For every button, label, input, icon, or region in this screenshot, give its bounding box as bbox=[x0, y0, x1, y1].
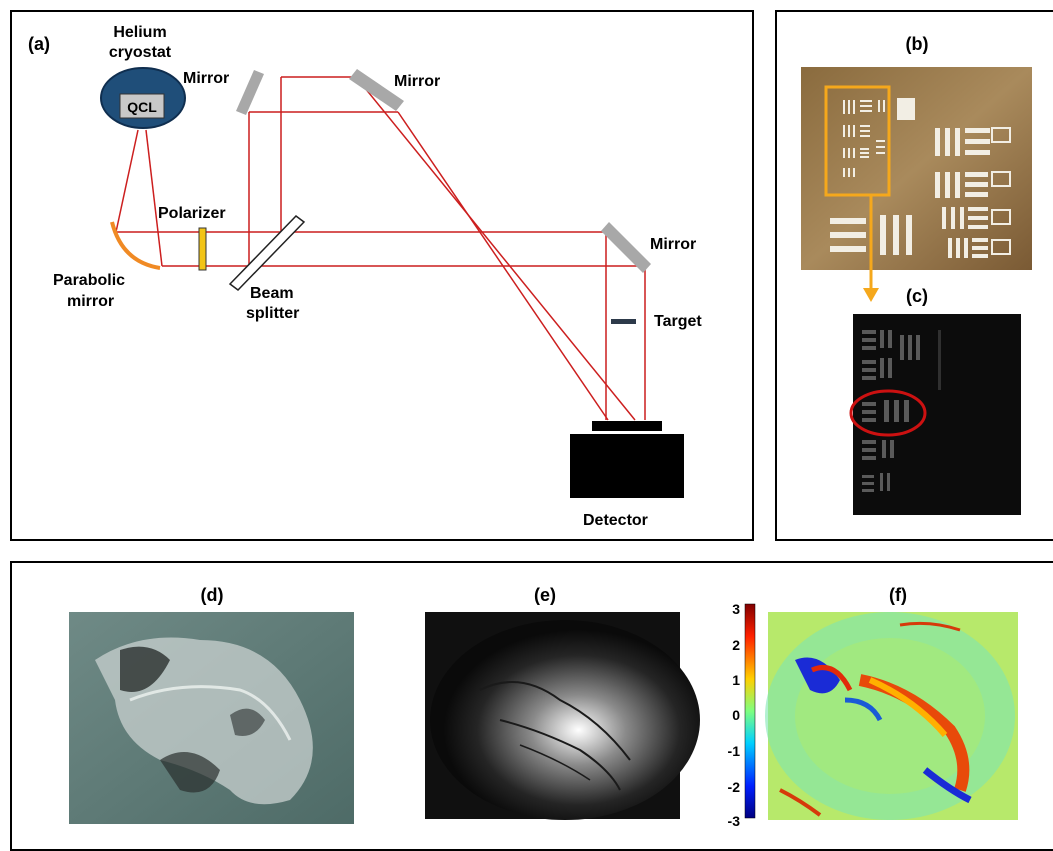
mirror-1-label: Mirror bbox=[183, 70, 229, 87]
colorbar-ticks: 3 2 1 0 -1 -2 -3 bbox=[728, 601, 741, 829]
mirror-3-label: Mirror bbox=[650, 236, 696, 253]
panel-b-label: (b) bbox=[906, 34, 929, 54]
panel-a-label: (a) bbox=[28, 34, 50, 54]
detector bbox=[570, 434, 684, 498]
beam-paths bbox=[115, 76, 646, 421]
sample-photo-d bbox=[69, 612, 354, 824]
mirror-1 bbox=[236, 70, 264, 115]
qcl-box bbox=[119, 93, 165, 119]
detector-window bbox=[592, 421, 662, 431]
panel-c-label: (c) bbox=[906, 286, 928, 306]
panel-d-label: (d) bbox=[201, 585, 224, 605]
qcl-label: QCL bbox=[127, 99, 157, 115]
mirror-2 bbox=[349, 69, 404, 111]
beam-splitter-label-line2: splitter bbox=[246, 305, 299, 322]
detector-label: Detector bbox=[583, 512, 648, 529]
colorbar-tick-3: 3 bbox=[732, 601, 740, 617]
target-label: Target bbox=[654, 313, 702, 330]
parabolic-label-line2: mirror bbox=[67, 293, 114, 310]
parabolic-label-line1: Parabolic bbox=[53, 272, 125, 289]
colorbar-tick-2: 2 bbox=[732, 637, 740, 653]
cryostat-label-line2: cryostat bbox=[109, 44, 172, 61]
colorbar-tick-neg1: -1 bbox=[728, 743, 741, 759]
zoom-arrow-head bbox=[863, 288, 879, 302]
panel-e-label: (e) bbox=[534, 585, 556, 605]
mirror-2-label: Mirror bbox=[394, 73, 440, 90]
phase-map-f bbox=[765, 612, 1018, 820]
mirror-3 bbox=[601, 222, 651, 273]
resolution-target-photo bbox=[801, 67, 1032, 270]
parabolic-mirror bbox=[110, 221, 161, 270]
colorbar-tick-neg3: -3 bbox=[728, 813, 741, 829]
beam-splitter bbox=[228, 215, 306, 291]
colorbar bbox=[744, 603, 756, 819]
thz-image-c bbox=[849, 314, 1021, 515]
beam-splitter-label-line1: Beam bbox=[250, 285, 294, 302]
polarizer-label: Polarizer bbox=[158, 205, 226, 222]
target bbox=[611, 319, 636, 324]
cryostat-label-line1: Helium bbox=[113, 24, 166, 41]
polarizer bbox=[198, 227, 207, 271]
thz-image-e bbox=[425, 612, 700, 820]
colorbar-tick-neg2: -2 bbox=[728, 779, 741, 795]
colorbar-tick-0: 0 bbox=[732, 707, 740, 723]
panel-f-label: (f) bbox=[889, 585, 907, 605]
colorbar-tick-1: 1 bbox=[732, 672, 740, 688]
